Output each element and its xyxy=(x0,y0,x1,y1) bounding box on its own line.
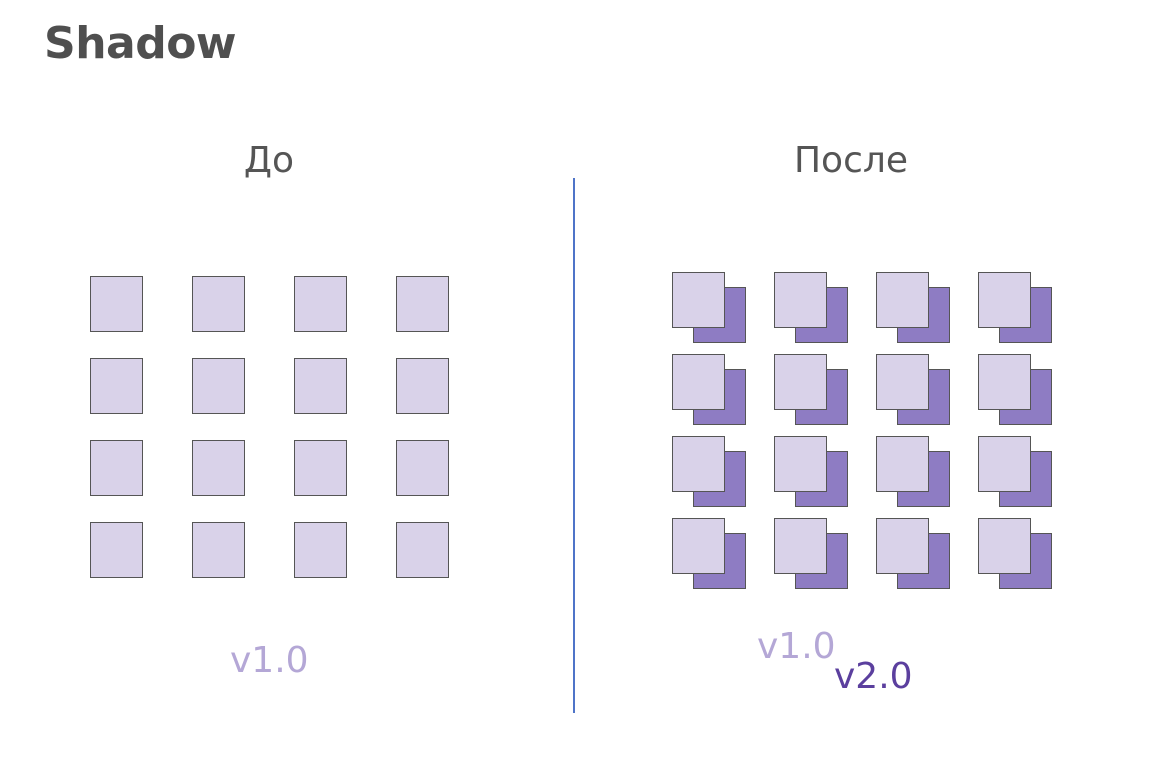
after-square-with-shadow xyxy=(978,518,1052,589)
before-square xyxy=(90,440,143,496)
before-version-label: v1.0 xyxy=(230,640,309,681)
before-square xyxy=(192,440,245,496)
after-square-with-shadow xyxy=(672,272,746,343)
after-square-with-shadow xyxy=(876,436,950,507)
after-square xyxy=(876,518,929,574)
after-square-grid xyxy=(672,272,1052,589)
after-square xyxy=(774,354,827,410)
after-square-with-shadow xyxy=(774,354,848,425)
after-old-version-label: v1.0 xyxy=(757,626,836,667)
after-square-with-shadow xyxy=(672,354,746,425)
after-square xyxy=(876,272,929,328)
after-square xyxy=(672,272,725,328)
before-square xyxy=(192,522,245,578)
after-square-with-shadow xyxy=(774,436,848,507)
after-square-with-shadow xyxy=(774,518,848,589)
before-square xyxy=(90,522,143,578)
before-square-grid xyxy=(90,276,449,578)
before-label: До xyxy=(243,140,295,181)
before-square xyxy=(294,440,347,496)
after-square xyxy=(774,518,827,574)
after-square xyxy=(774,272,827,328)
before-square xyxy=(396,276,449,332)
after-square-with-shadow xyxy=(774,272,848,343)
before-square xyxy=(90,276,143,332)
after-square xyxy=(876,436,929,492)
after-square xyxy=(978,354,1031,410)
after-square-with-shadow xyxy=(672,518,746,589)
before-square xyxy=(396,522,449,578)
after-square-with-shadow xyxy=(876,272,950,343)
after-label: После xyxy=(793,140,909,181)
divider-line xyxy=(573,178,575,713)
before-square xyxy=(294,358,347,414)
after-square-with-shadow xyxy=(876,518,950,589)
before-square xyxy=(90,358,143,414)
after-square-with-shadow xyxy=(876,354,950,425)
after-square xyxy=(672,518,725,574)
after-square-with-shadow xyxy=(978,272,1052,343)
after-square xyxy=(774,436,827,492)
after-square-with-shadow xyxy=(978,436,1052,507)
before-square xyxy=(294,276,347,332)
after-square-with-shadow xyxy=(978,354,1052,425)
before-square xyxy=(192,276,245,332)
before-square xyxy=(396,440,449,496)
page-title: Shadow xyxy=(44,18,237,69)
after-square xyxy=(876,354,929,410)
after-square xyxy=(978,272,1031,328)
after-square xyxy=(672,436,725,492)
after-square xyxy=(672,354,725,410)
after-new-version-label: v2.0 xyxy=(834,656,913,697)
after-square xyxy=(978,436,1031,492)
after-square xyxy=(978,518,1031,574)
after-square-with-shadow xyxy=(672,436,746,507)
before-square xyxy=(396,358,449,414)
before-square xyxy=(192,358,245,414)
before-square xyxy=(294,522,347,578)
